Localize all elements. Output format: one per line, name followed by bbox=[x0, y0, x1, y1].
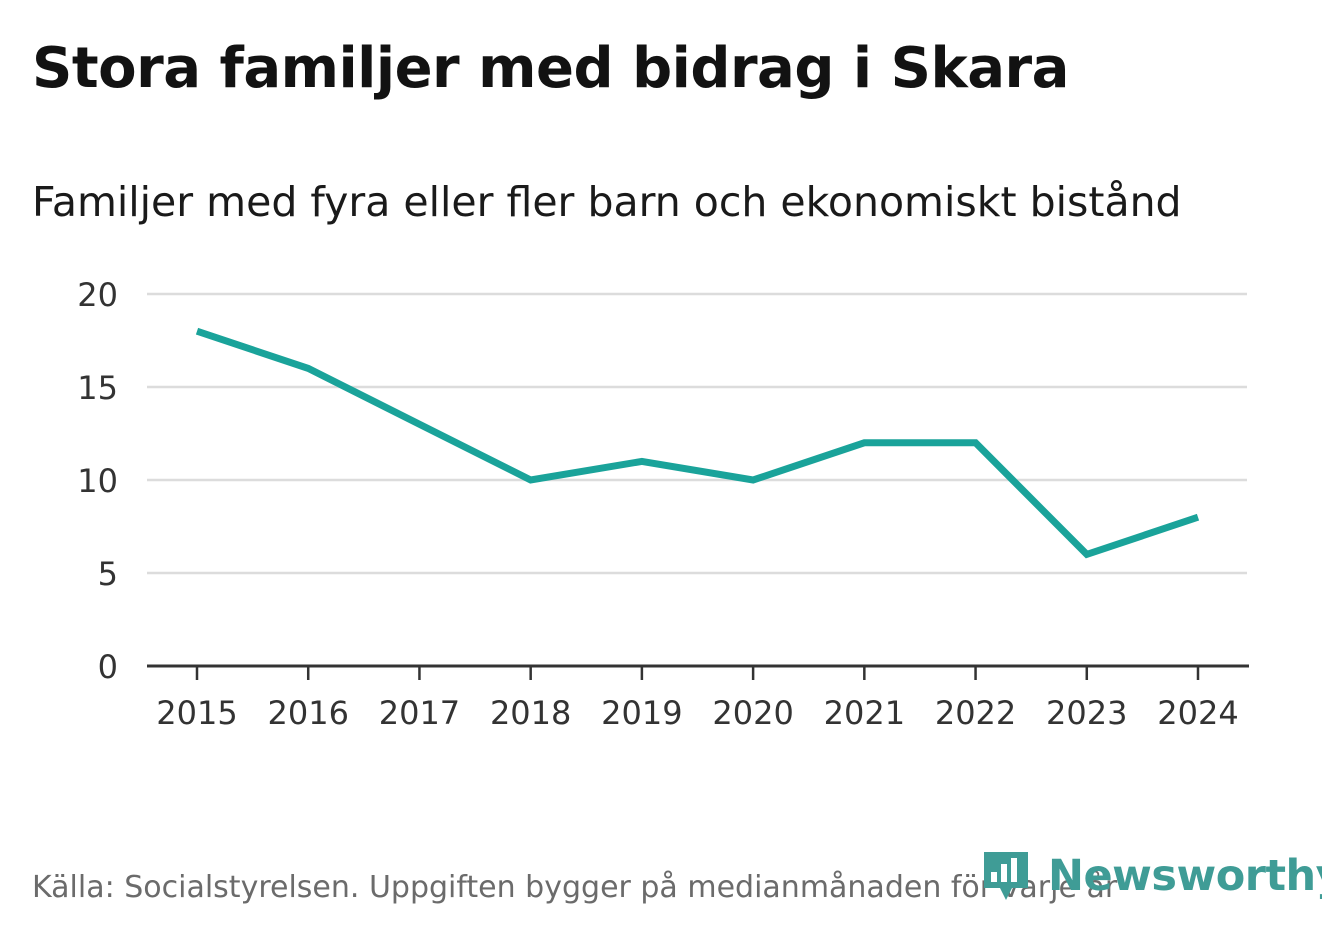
y-tick-label: 0 bbox=[98, 648, 118, 686]
x-tick-label: 2023 bbox=[1046, 694, 1127, 732]
y-tick-labels: 0 5 10 15 20 bbox=[77, 276, 118, 686]
x-tick-label: 2020 bbox=[712, 694, 793, 732]
brand-logo[interactable]: Newsworthy bbox=[982, 850, 1322, 902]
x-tick-label: 2018 bbox=[490, 694, 571, 732]
bar-chart-speech-bubble-icon bbox=[984, 852, 1028, 900]
x-tick-label: 2022 bbox=[935, 694, 1016, 732]
grid-lines bbox=[147, 292, 1247, 575]
x-tick-label: 2016 bbox=[268, 694, 349, 732]
y-tick-label: 15 bbox=[77, 369, 118, 407]
y-tick-label: 5 bbox=[98, 555, 118, 593]
x-tick-label: 2019 bbox=[601, 694, 682, 732]
source-note: Källa: Socialstyrelsen. Uppgiften bygger… bbox=[32, 870, 1118, 905]
x-tick-label: 2024 bbox=[1157, 694, 1238, 732]
y-tick-label: 10 bbox=[77, 462, 118, 500]
y-tick-label: 20 bbox=[77, 276, 118, 314]
chart-subtitle: Familjer med fyra eller fler barn och ek… bbox=[32, 178, 1182, 226]
x-axis: 2015 2016 2017 2018 2019 2020 2021 2022 2023 2024 bbox=[147, 664, 1249, 732]
x-tick-label: 2015 bbox=[156, 694, 237, 732]
x-tick-label: 2017 bbox=[379, 694, 460, 732]
x-tick-label: 2021 bbox=[824, 694, 905, 732]
brand-name: Newsworthy bbox=[1048, 851, 1322, 901]
series-layer bbox=[195, 327, 1200, 559]
series-line bbox=[195, 327, 1200, 559]
chart-title: Stora familjer med bidrag i Skara bbox=[32, 36, 1069, 101]
